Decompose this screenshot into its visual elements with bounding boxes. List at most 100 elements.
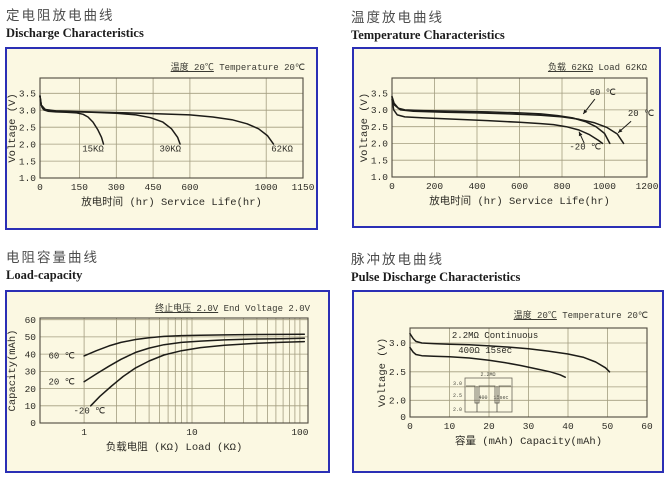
x-axis-title: 放电时间 (hr) Service Life(hr)	[81, 195, 262, 209]
pulse-inset-text: 2.0	[453, 407, 462, 413]
y-tick-label: 3.0	[389, 338, 406, 349]
y-tick-label: 50	[25, 332, 37, 343]
temperature-characteristics-chart: 0 200 400 600 800 1000 1200 1.0 1.5 2.0 2.5 3.0 3.5 放…	[359, 77, 659, 208]
chart-title-zh: 脉冲放电曲线	[351, 252, 444, 267]
x-tick-label: 150	[71, 182, 88, 193]
x-tick-label: 600	[181, 182, 198, 193]
chart-note: 温度 20℃ Temperature 20℃	[171, 60, 305, 73]
y-tick-label: 3.0	[371, 105, 388, 116]
pulse-inset-text: 2.5	[453, 393, 462, 399]
curve-label: 2.2MΩ Continuous	[452, 331, 538, 341]
x-tick-label: 1150	[292, 182, 315, 193]
x-axis-title: 容量 (mAh) Capacity(mAh)	[455, 434, 602, 448]
note-condition-label: 负载 62KΩ	[547, 63, 593, 73]
discharge-characteristics-chart: 0 150 300 450 600 1000 1150 1.0 1.5 2.0 2.5 3.0 3.5 放…	[7, 77, 315, 209]
x-tick-label: 30	[523, 421, 535, 432]
note-condition-en: Load 62KΩ	[598, 63, 647, 73]
curve-label: 20 ℃	[49, 377, 75, 387]
note-condition-en: Temperature 20℃	[562, 311, 648, 321]
x-tick-label: 60	[641, 421, 653, 432]
x-tick-label: 40	[562, 421, 574, 432]
pulse-inset-text: 2.2MΩ	[480, 372, 495, 378]
x-tick-label: 200	[426, 181, 443, 192]
x-tick-label: 450	[145, 182, 162, 193]
curve-60℃	[83, 333, 306, 357]
curve--20℃	[391, 98, 604, 145]
curve-label: 60 ℃	[590, 88, 616, 98]
y-tick-label: 30	[25, 367, 37, 378]
y-tick-label: 3.0	[19, 105, 36, 116]
x-tick-label: 1000	[593, 181, 616, 192]
chart-title-zh: 电阻容量曲线	[6, 250, 99, 265]
curve-20℃	[83, 337, 306, 383]
x-tick-label: 600	[511, 181, 528, 192]
plot-border	[391, 77, 648, 178]
x-tick-label: 50	[602, 421, 614, 432]
y-tick-label: 60	[25, 315, 37, 326]
label-arrowhead	[618, 128, 623, 133]
pulse-inset-text: 15sec	[493, 395, 508, 401]
chart-panel-temperature: 负载 62KΩ Load 62KΩ 0 200 400 600 800 1000 1200 1…	[352, 47, 661, 228]
chart-title-en: Pulse Discharge Characteristics	[351, 270, 521, 284]
note-condition-en: End Voltage 2.0V	[223, 304, 310, 314]
curve-label: 30KΩ	[159, 145, 181, 155]
x-tick-label: 0	[37, 182, 43, 193]
x-tick-label: 10	[444, 421, 456, 432]
x-axis-title: 负载电阻 (KΩ) Load (KΩ)	[106, 440, 243, 454]
curve--20℃	[89, 340, 306, 407]
chart-note: 负载 62KΩ Load 62KΩ	[548, 60, 647, 73]
chart-note: 终止电压 2.0V End Voltage 2.0V	[155, 301, 310, 314]
y-tick-label: 10	[25, 401, 37, 412]
note-condition-label: 温度 20℃	[170, 63, 214, 73]
y-tick-label: 2.0	[19, 139, 36, 150]
plot-border	[39, 77, 304, 179]
y-tick-label: 1.0	[19, 173, 36, 184]
curve-label: 20 ℃	[628, 109, 654, 119]
note-condition-en: Temperature 20℃	[219, 63, 305, 73]
y-axis-title: Capacity(mAh)	[7, 330, 19, 412]
chart-panel-discharge: 温度 20℃ Temperature 20℃ 0 150 300 450 600 1000…	[5, 47, 318, 230]
x-tick-label: 0	[407, 421, 413, 432]
y-tick-label: 2.0	[371, 139, 388, 150]
pulse-inset-text: 400	[478, 395, 487, 401]
curve-400Ω 15sec	[409, 346, 566, 378]
title-block-temperature: 温度放电曲线 Temperature Characteristics	[351, 6, 505, 43]
pulse-discharge-chart: 0 10 20 30 40 50 60 0 2.0 2.5 3.0 容量 (mAh) Capacity…	[377, 327, 653, 448]
y-tick-label: 3.5	[371, 88, 388, 99]
x-axis-title: 放电时间 (hr) Service Life(hr)	[429, 194, 610, 208]
x-tick-label: 1200	[636, 181, 659, 192]
y-tick-label: 1.5	[19, 156, 36, 167]
curve-label: 400Ω 15sec	[458, 346, 512, 356]
chart-panel-pulse: 温度 20℃ Temperature 20℃ 0 10 20 30 40 50 60 0 2.0…	[352, 290, 664, 473]
x-tick-label: 1	[81, 427, 87, 438]
x-tick-label: 10	[186, 427, 198, 438]
x-tick-label: 1000	[255, 182, 278, 193]
chart-note: 温度 20℃ Temperature 20℃	[514, 308, 648, 321]
y-tick-label: 3.5	[19, 89, 36, 100]
curve-60℃	[391, 95, 611, 145]
x-tick-label: 300	[108, 182, 125, 193]
load-capacity-chart: 1 10 100 0 10 20 30 40 50 60 负载电阻 (KΩ) Load (KΩ) Ca…	[7, 315, 309, 454]
chart-title-en: Discharge Characteristics	[6, 26, 144, 40]
curve-label: 15KΩ	[82, 145, 104, 155]
chart-panel-load-capacity: 终止电压 2.0V End Voltage 2.0V 1 10 100 0 10 20 30…	[5, 290, 330, 473]
curve-label: 60 ℃	[49, 352, 75, 362]
curve-2.2MΩ Continuous	[409, 332, 611, 373]
chart-title-zh: 温度放电曲线	[351, 10, 444, 25]
label-arrowhead	[583, 109, 588, 114]
note-condition-label: 终止电压 2.0V	[155, 304, 219, 314]
plot-border	[39, 317, 309, 424]
y-tick-label: 1.0	[371, 172, 388, 183]
pulse-inset-box	[464, 377, 513, 413]
curve-label: -20 ℃	[569, 143, 601, 153]
x-tick-label: 800	[553, 181, 570, 192]
chart-title-en: Temperature Characteristics	[351, 28, 505, 42]
y-tick-label: 0	[30, 418, 36, 429]
curve-label: 62KΩ	[271, 145, 293, 155]
x-tick-label: 20	[483, 421, 495, 432]
title-block-pulse: 脉冲放电曲线 Pulse Discharge Characteristics	[351, 248, 520, 285]
y-axis-title: Voltage (V)	[377, 338, 389, 407]
chart-title-zh: 定电阻放电曲线	[6, 8, 115, 23]
y-tick-label: 2.5	[389, 367, 406, 378]
y-tick-label: 2.0	[389, 396, 406, 407]
